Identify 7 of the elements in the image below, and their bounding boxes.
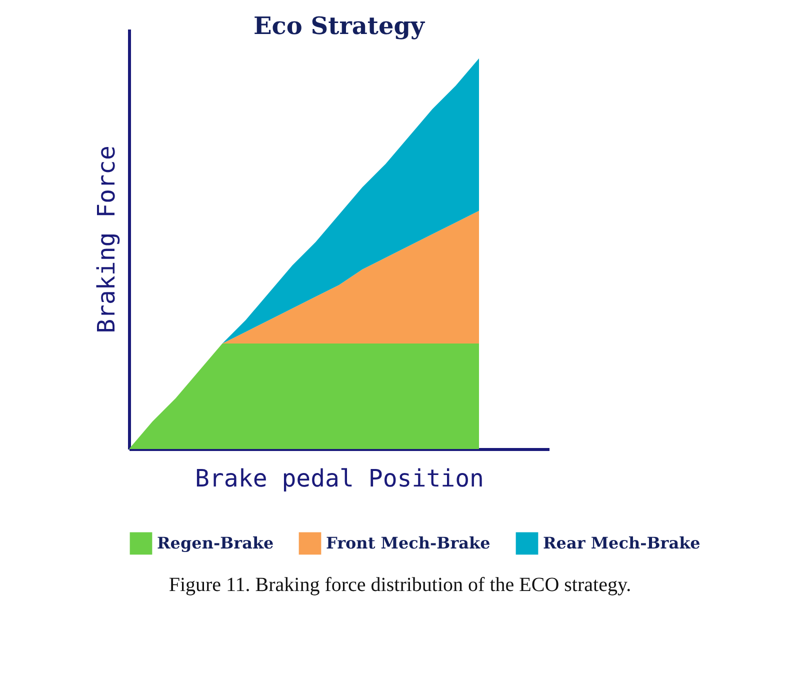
legend-label: Regen-Brake xyxy=(157,533,274,552)
legend-label: Front Mech-Brake xyxy=(326,533,490,552)
y-axis-title: Braking Force xyxy=(92,146,120,334)
x-axis-title: Brake pedal Position xyxy=(195,464,484,492)
caption: Figure 11. Braking force distribution of the ECO strategy. xyxy=(168,574,632,597)
chart-title: Eco Strategy xyxy=(254,11,426,40)
legend-label: Rear Mech-Brake xyxy=(543,533,700,552)
